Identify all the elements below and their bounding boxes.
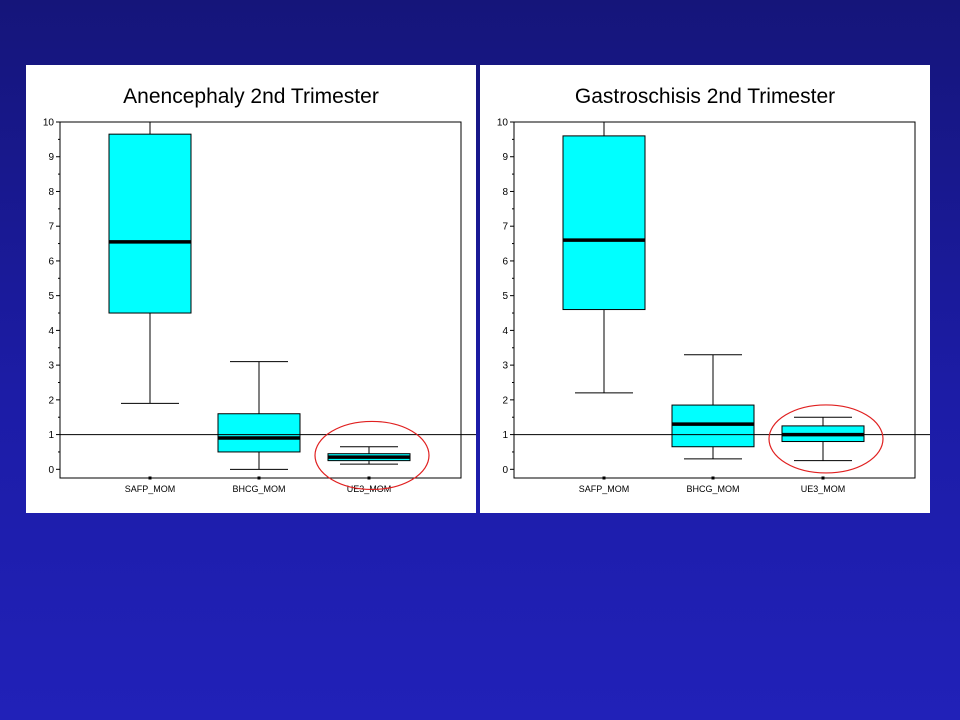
y-tick-label: 0 [48,465,54,476]
highlight-circle [768,404,884,474]
y-tick-label: 0 [502,465,508,476]
x-tick [367,476,371,480]
y-tick-label: 10 [43,118,55,129]
x-tick [257,476,261,480]
box-safp-mom [108,122,192,404]
box-ue3-mom [327,446,411,465]
plot-area [108,122,411,470]
y-tick-label: 4 [48,326,54,337]
boxplot-gastroschisis: Gastroschisis 2nd Trimester 0 1 2 3 4 5 6 7 8 9 10 S… [497,85,930,494]
y-tick-label: 6 [48,256,54,267]
box-bhcg-mom [217,361,301,470]
highlight-circle [314,420,430,491]
box-ue3-mom [781,416,865,462]
box-bhcg-mom [671,354,755,460]
y-tick-label: 2 [48,395,54,406]
x-tick-label: SAFP_MOM [125,484,176,494]
y-tick-label: 5 [48,291,54,302]
x-tick [711,476,715,480]
box-iqr [217,413,301,453]
y-tick-label: 4 [502,326,508,337]
y-tick-label: 8 [48,187,54,198]
chart-panel-anencephaly: Anencephaly 2nd Trimester 0 1 2 3 4 5 6 7 8 9 10 SAF… [26,65,476,513]
chart-panel-gastroschisis: Gastroschisis 2nd Trimester 0 1 2 3 4 5 6 7 8 9 10 S… [480,65,930,513]
y-tick-label: 3 [48,361,54,372]
x-tick [602,476,606,480]
y-tick-label: 7 [502,222,508,233]
boxplot-anencephaly: Anencephaly 2nd Trimester 0 1 2 3 4 5 6 7 8 9 10 SAF… [43,85,476,494]
chart-title: Anencephaly 2nd Trimester [123,85,379,108]
y-tick-label: 7 [48,222,54,233]
box-iqr [108,133,192,314]
y-tick-label: 9 [48,152,54,163]
x-tick [821,476,825,480]
x-tick-label: SAFP_MOM [579,484,630,494]
x-tick-label: BHCG_MOM [686,484,739,494]
y-tick-label: 1 [502,430,508,441]
y-tick-label: 8 [502,187,508,198]
y-tick-label: 3 [502,361,508,372]
y-tick-label: 9 [502,152,508,163]
y-tick-label: 6 [502,256,508,267]
x-tick-label: UE3_MOM [801,484,846,494]
y-tick-label: 10 [497,118,509,129]
x-tick-label: BHCG_MOM [232,484,285,494]
x-tick [148,476,152,480]
chart-title: Gastroschisis 2nd Trimester [575,85,835,108]
y-tick-label: 2 [502,395,508,406]
box-safp-mom [562,122,646,394]
y-tick-label: 1 [48,430,54,441]
plot-area [562,122,865,462]
box-iqr [562,135,646,311]
y-tick-label: 5 [502,291,508,302]
